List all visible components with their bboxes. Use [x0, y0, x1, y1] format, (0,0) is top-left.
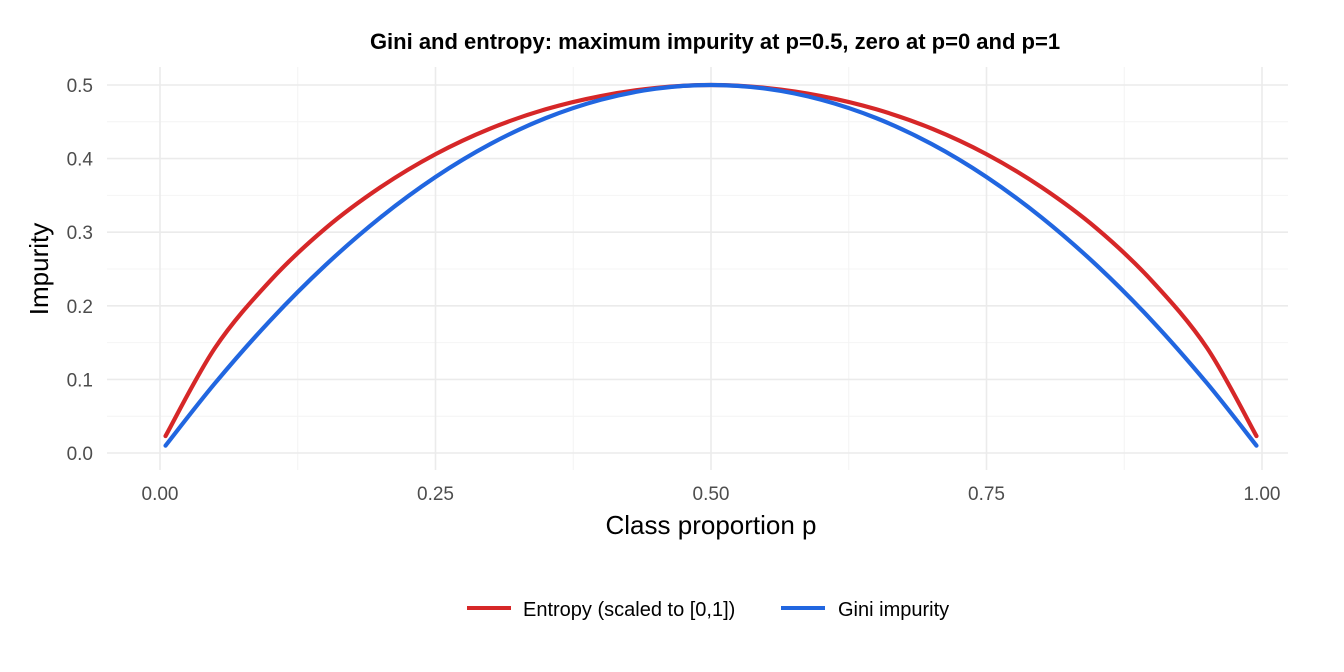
x-axis-title: Class proportion p	[606, 510, 817, 540]
y-tick-label: 0.4	[67, 150, 94, 171]
x-tick-label: 0.00	[142, 484, 179, 505]
x-tick-label: 1.00	[1244, 484, 1281, 505]
series-line-gini	[163, 82, 1259, 448]
y-tick-label: 0.1	[67, 370, 93, 391]
chart-title: Gini and entropy: maximum impurity at p=…	[370, 29, 1060, 54]
series-lines	[163, 82, 1259, 448]
x-axis-ticks: 0.00 0.25 0.50 0.75 1.00	[142, 484, 1281, 505]
x-tick-label: 0.75	[968, 484, 1005, 505]
legend-label-gini: Gini impurity	[838, 599, 949, 621]
y-tick-label: 0.2	[67, 297, 93, 318]
y-tick-label: 0.3	[67, 223, 93, 244]
y-axis-title: Impurity	[24, 223, 54, 315]
y-axis-ticks: 0.0 0.1 0.2 0.3 0.4 0.5	[67, 76, 94, 465]
y-tick-label: 0.0	[67, 444, 93, 465]
legend-label-entropy: Entropy (scaled to [0,1])	[523, 599, 735, 621]
x-tick-label: 0.25	[417, 484, 454, 505]
legend: Entropy (scaled to [0,1]) Gini impurity	[467, 599, 949, 621]
x-tick-label: 0.50	[693, 484, 730, 505]
y-tick-label: 0.5	[67, 76, 93, 97]
grid	[107, 67, 1288, 470]
